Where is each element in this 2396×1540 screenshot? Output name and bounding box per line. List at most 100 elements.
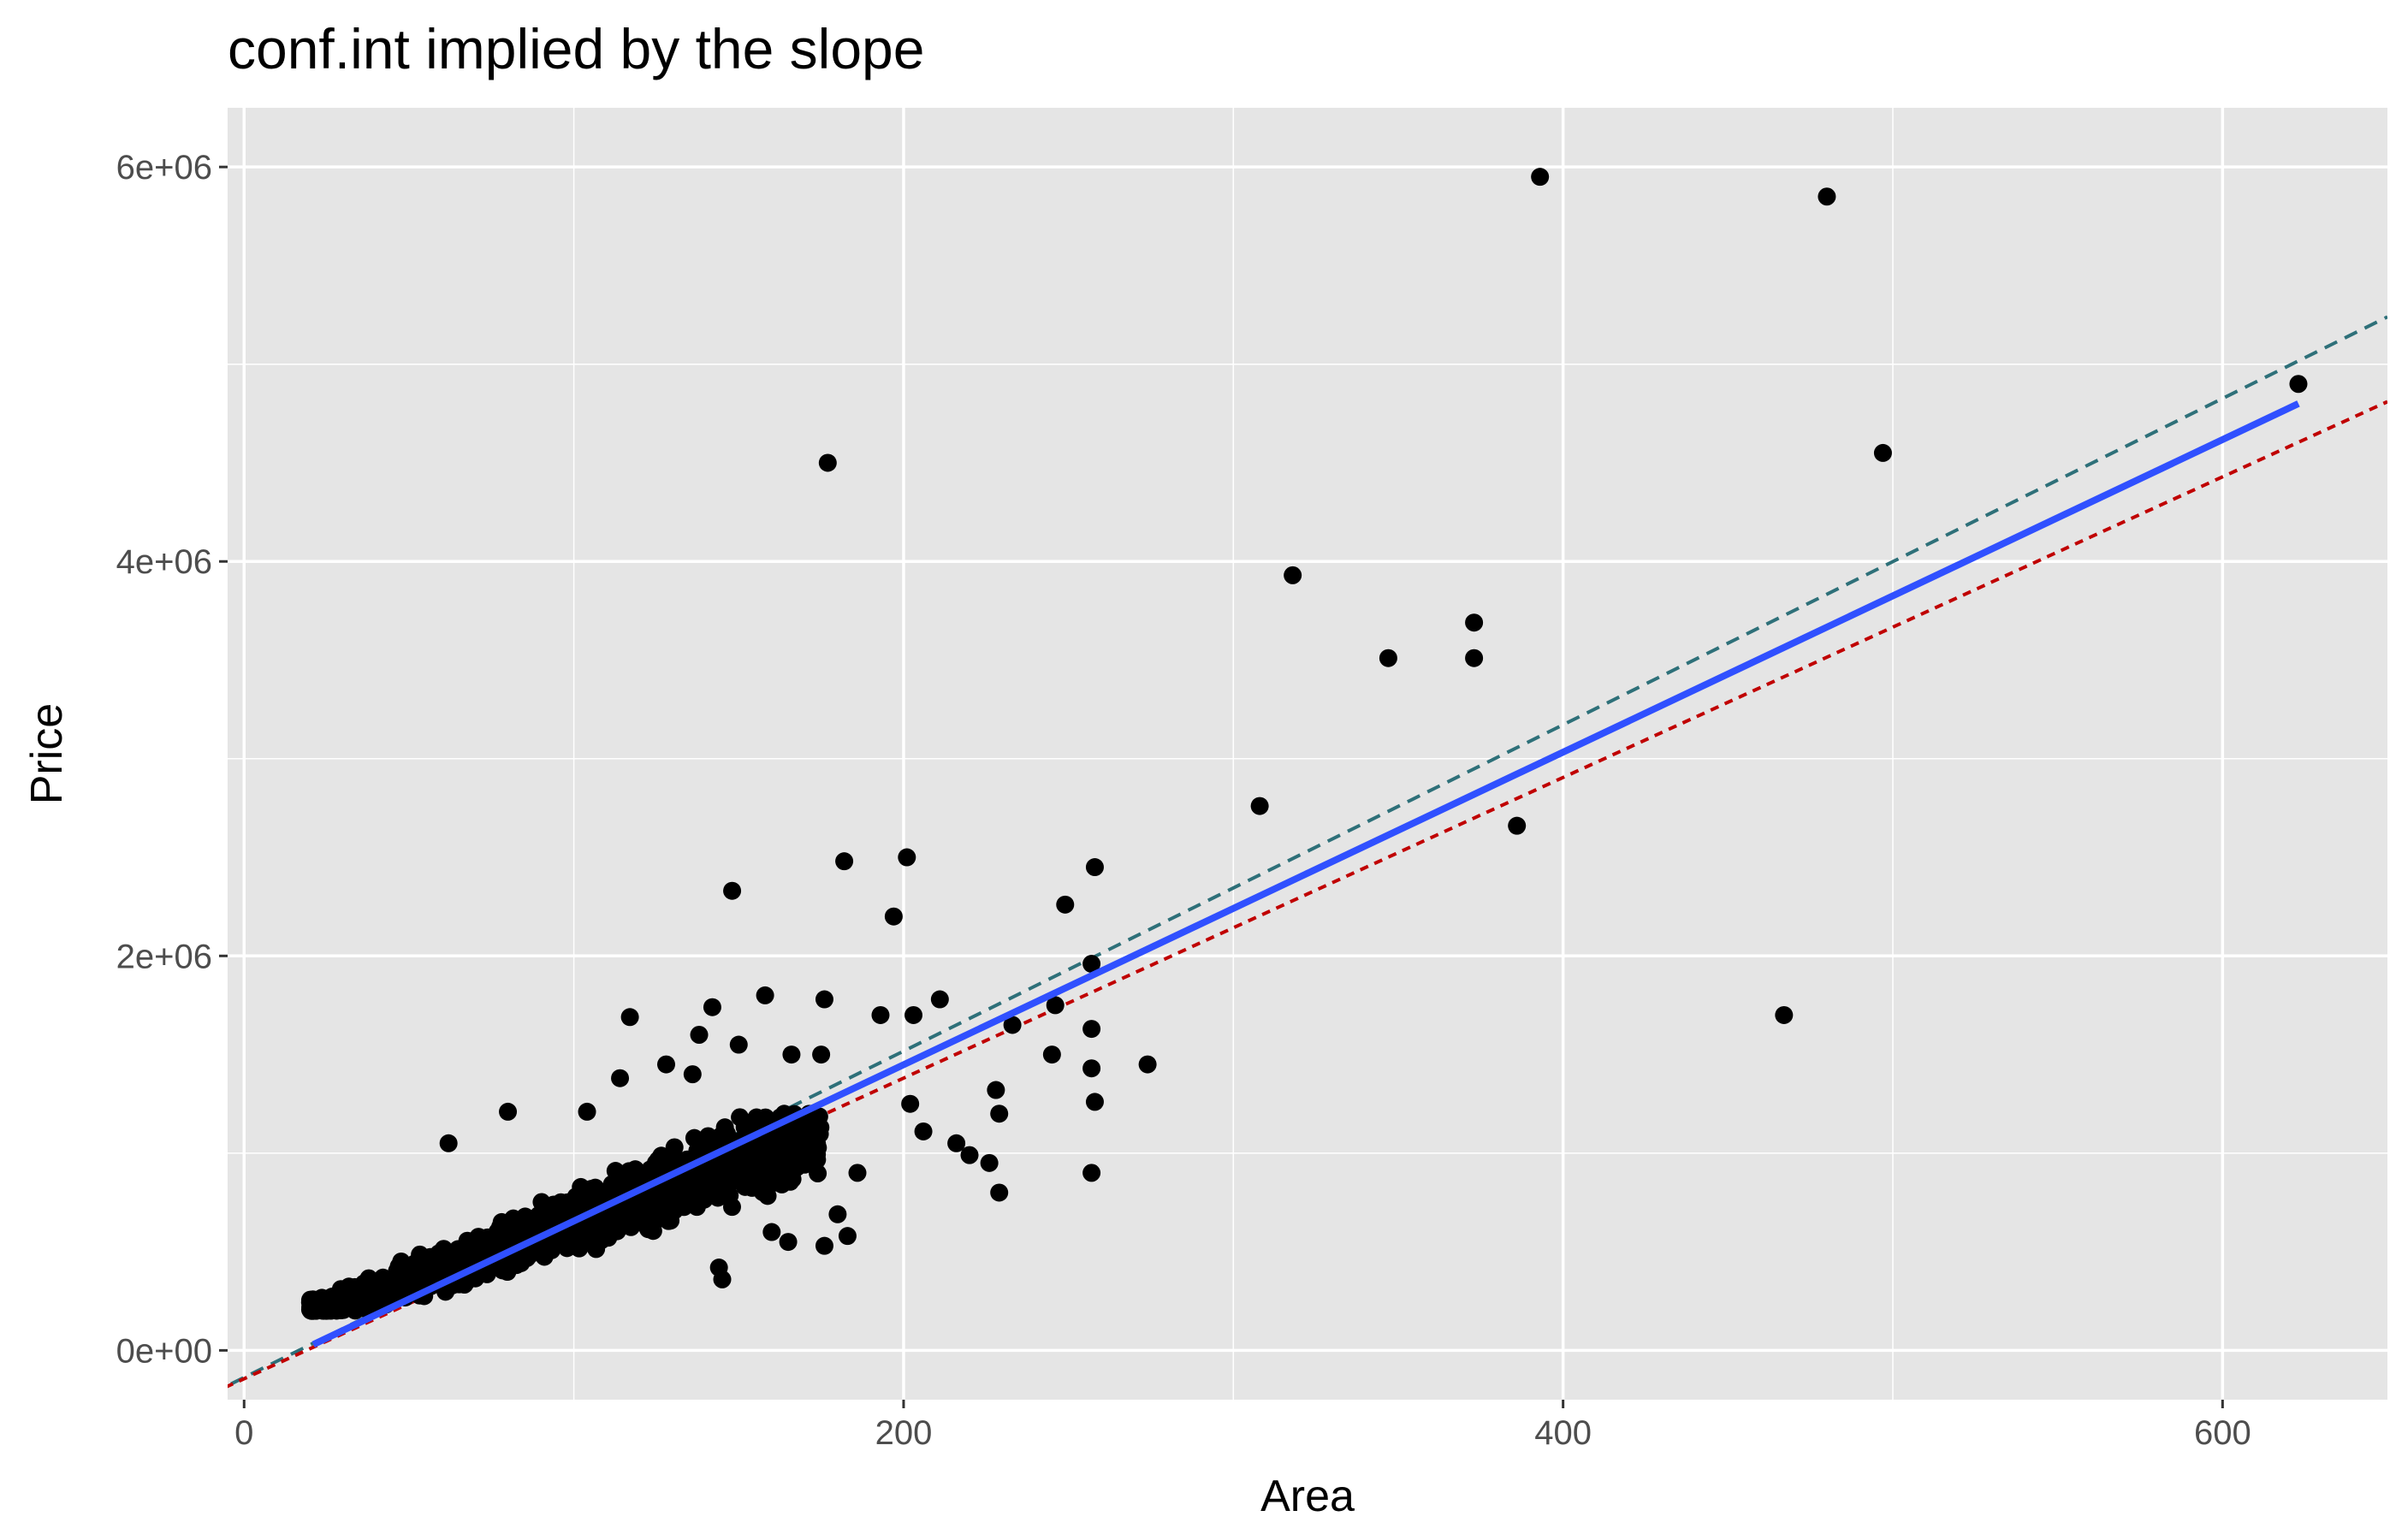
data-point	[980, 1153, 999, 1172]
data-point	[759, 1134, 778, 1152]
data-point	[665, 1138, 684, 1157]
data-point	[818, 453, 837, 472]
data-point	[1056, 895, 1075, 914]
data-point	[661, 1211, 680, 1230]
data-point	[756, 1147, 774, 1166]
data-point	[1138, 1055, 1157, 1074]
data-point	[1003, 1016, 1022, 1034]
data-point	[504, 1217, 523, 1236]
data-point	[685, 1128, 703, 1147]
data-point	[762, 1223, 781, 1241]
x-axis-title: Area	[1260, 1472, 1355, 1521]
data-point	[815, 1236, 833, 1255]
data-point	[723, 881, 742, 900]
data-point	[930, 990, 949, 1009]
data-point	[914, 1122, 933, 1140]
data-point	[1082, 1164, 1101, 1182]
data-point	[773, 1175, 792, 1194]
data-point	[1046, 996, 1065, 1015]
data-point	[987, 1081, 1005, 1099]
data-point	[1531, 168, 1550, 187]
data-point	[729, 1035, 748, 1054]
data-point	[901, 1094, 920, 1113]
data-point	[1042, 1045, 1061, 1064]
data-point	[1465, 649, 1484, 667]
y-axis: 0e+00 2e+06 4e+06 6e+06	[116, 149, 228, 1370]
data-point	[1250, 797, 1269, 815]
data-point	[328, 1288, 347, 1307]
data-point	[960, 1146, 979, 1164]
data-point	[643, 1209, 661, 1228]
data-point	[657, 1055, 676, 1074]
data-point	[1284, 566, 1302, 584]
data-point	[904, 1005, 923, 1024]
data-point	[713, 1270, 732, 1288]
data-point	[1873, 443, 1892, 462]
y-tick-label: 6e+06	[116, 149, 212, 187]
data-point	[620, 1008, 639, 1027]
data-point	[641, 1160, 660, 1179]
chart-title: conf.int implied by the slope	[228, 17, 924, 80]
data-point	[2289, 375, 2308, 394]
fit-line	[311, 400, 2300, 1348]
data-point	[389, 1270, 408, 1288]
data-point	[730, 1150, 749, 1169]
data-point	[1082, 1059, 1101, 1078]
y-tick-label: 0e+00	[116, 1332, 212, 1370]
data-point	[690, 1026, 709, 1045]
data-point	[884, 907, 903, 926]
data-point	[805, 1156, 824, 1175]
data-point	[543, 1240, 561, 1259]
data-point	[990, 1105, 1009, 1123]
data-point	[442, 1244, 461, 1263]
data-point	[582, 1217, 601, 1236]
fit-line-layer	[311, 400, 2300, 1348]
x-axis: 0 200 400 600	[234, 1400, 2251, 1452]
data-point	[1082, 1020, 1101, 1039]
data-point	[1085, 1093, 1104, 1111]
data-point	[848, 1164, 867, 1182]
data-point	[1775, 1005, 1794, 1024]
data-point	[1818, 187, 1836, 206]
data-point	[803, 1139, 821, 1158]
y-tick-label: 4e+06	[116, 543, 212, 581]
data-point	[1379, 649, 1397, 667]
data-point	[439, 1134, 458, 1152]
data-point	[499, 1102, 518, 1121]
y-axis-title: Price	[22, 703, 72, 804]
data-point	[871, 1005, 890, 1024]
data-point	[603, 1217, 622, 1236]
data-point	[703, 998, 721, 1016]
data-point	[783, 1120, 802, 1139]
data-point	[411, 1270, 430, 1289]
data-point	[753, 1174, 772, 1193]
data-point	[1508, 816, 1527, 835]
x-tick-label: 0	[234, 1414, 253, 1452]
data-point	[578, 1102, 596, 1121]
data-point	[611, 1069, 630, 1087]
data-point	[731, 1108, 750, 1127]
data-point	[835, 852, 854, 871]
data-point	[828, 1205, 847, 1223]
data-point	[786, 1136, 804, 1155]
data-point	[947, 1134, 966, 1152]
data-point	[815, 990, 833, 1009]
x-tick-label: 400	[1534, 1414, 1592, 1452]
lower-line	[228, 400, 2387, 1389]
data-point	[838, 1227, 857, 1246]
data-point	[620, 1162, 638, 1181]
data-point	[697, 1170, 715, 1188]
data-point	[422, 1251, 441, 1270]
data-point	[898, 848, 916, 867]
data-point	[990, 1183, 1009, 1202]
data-point	[1465, 613, 1484, 632]
data-point	[683, 1065, 702, 1084]
grid-lines	[228, 108, 2387, 1400]
data-point	[1085, 858, 1104, 877]
x-tick-label: 200	[875, 1414, 933, 1452]
data-point	[711, 1127, 730, 1146]
y-tick-label: 2e+06	[116, 938, 212, 975]
data-point	[585, 1189, 604, 1208]
data-point	[756, 986, 774, 1004]
